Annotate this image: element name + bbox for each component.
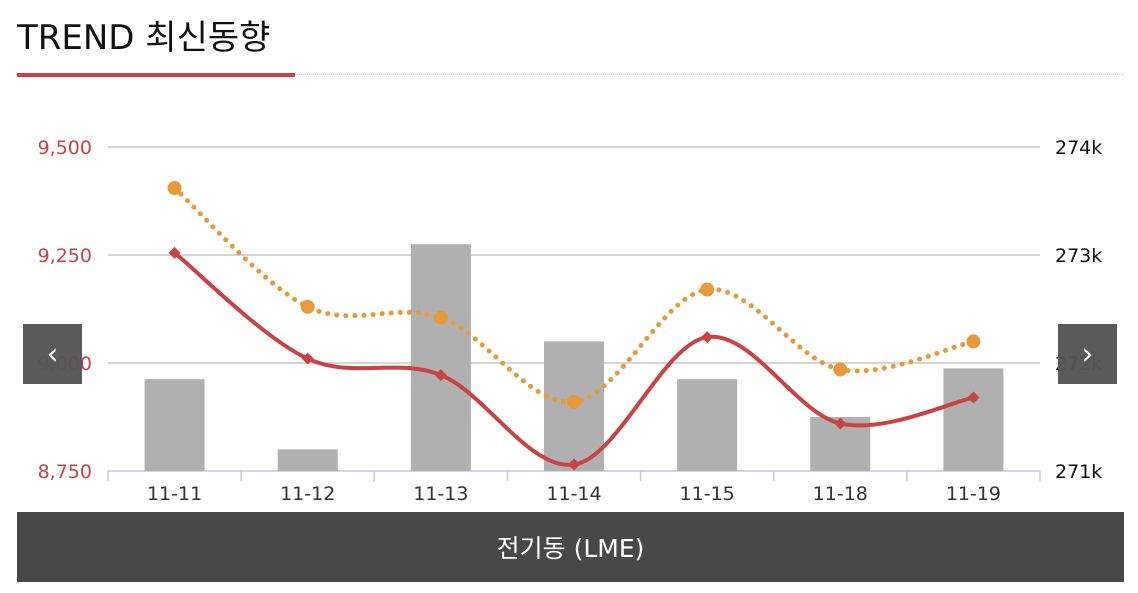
next-button[interactable]: ›	[1058, 324, 1117, 384]
left-axis-tick-label: 9,500	[38, 137, 92, 159]
right-axis-tick-label: 271k	[1055, 461, 1102, 483]
solid-series-point	[168, 246, 181, 259]
dotted-series-point	[433, 310, 448, 325]
x-axis-tick-label: 11-13	[413, 483, 468, 505]
solid-series-point	[834, 417, 847, 430]
caption-label: 전기동 (LME)	[496, 534, 645, 563]
bar	[943, 368, 1004, 471]
right-axis-tick-label: 273k	[1055, 245, 1102, 267]
right-axis-tick-label: 274k	[1055, 137, 1102, 159]
x-axis-tick-label: 11-18	[813, 483, 868, 505]
x-axis-tick-label: 11-15	[680, 483, 735, 505]
dotted-series-point	[700, 282, 715, 297]
dotted-series-point	[167, 181, 182, 196]
chevron-left-icon: ‹	[46, 336, 59, 372]
x-axis-tick-label: 11-12	[280, 483, 335, 505]
page-title: TREND 최신동향	[17, 18, 271, 58]
trend-chart: 8,7509,0009,2509,500271k272k273k274k11-1…	[38, 137, 1103, 505]
solid-series-point	[967, 391, 980, 404]
bar	[677, 379, 738, 471]
left-axis-tick-label: 8,750	[38, 461, 92, 483]
x-axis-tick-label: 11-11	[147, 483, 202, 505]
bar	[144, 379, 205, 471]
dotted-series-point	[966, 334, 981, 349]
dotted-series-point	[300, 299, 315, 314]
title-underline	[17, 73, 295, 77]
solid-series-point	[568, 458, 580, 471]
chevron-right-icon: ›	[1081, 336, 1094, 372]
solid-series-point	[301, 352, 314, 365]
dotted-series-point	[833, 362, 848, 377]
title-divider	[295, 74, 1124, 75]
solid-series-point	[701, 331, 714, 344]
prev-button[interactable]: ‹	[23, 324, 82, 384]
x-axis-tick-label: 11-14	[546, 483, 601, 505]
left-axis-tick-label: 9,250	[38, 245, 92, 267]
bar	[410, 244, 471, 471]
dotted-series-point	[567, 394, 581, 409]
chart-caption: 전기동 (LME)	[17, 512, 1124, 582]
bar	[277, 449, 338, 471]
solid-series-point	[434, 369, 447, 382]
x-axis-tick-label: 11-19	[946, 483, 1001, 505]
